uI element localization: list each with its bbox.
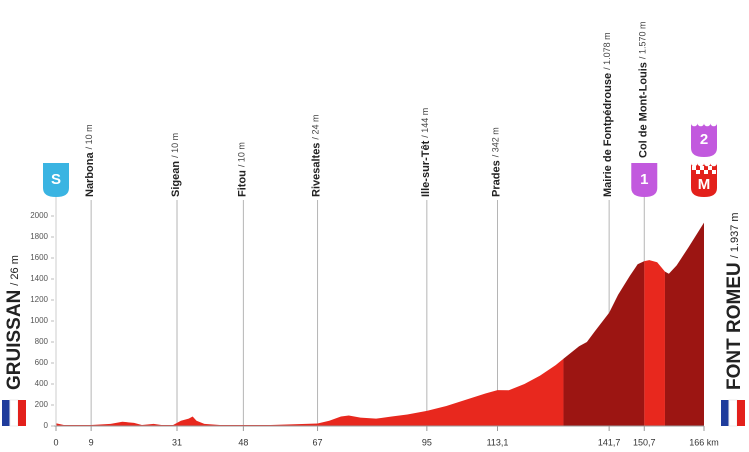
waypoint-elevation: / 10 m	[170, 133, 180, 158]
y-tick-label: 1600	[30, 253, 48, 262]
badge: 1	[631, 163, 658, 197]
x-tick-label: 141,7	[598, 437, 621, 447]
profile-segment	[644, 260, 665, 426]
waypoint-name: Prades	[490, 160, 502, 197]
profile-segment	[664, 222, 704, 426]
waypoint-name: Sigean	[170, 161, 182, 197]
waypoint-label: Col de Mont-Louis / 1.570 m	[637, 22, 649, 158]
waypoint-elevation: / 1.078 m	[603, 32, 613, 70]
x-tick-label: 48	[238, 437, 248, 447]
badge-scallop	[710, 119, 718, 127]
waypoint-label: Fitou / 10 m	[236, 142, 248, 197]
waypoint-label: Narbona / 10 m	[84, 124, 96, 197]
waypoint-elevation: / 144 m	[420, 108, 430, 138]
checker	[708, 166, 712, 170]
badge-label: 2	[700, 131, 708, 148]
start-name: GRUISSAN	[4, 290, 25, 390]
waypoint-elevation: / 342 m	[491, 127, 501, 157]
checker	[692, 166, 696, 170]
checker	[712, 170, 716, 174]
waypoint-name: Rivesaltes	[310, 143, 322, 197]
badge-scallop	[710, 159, 718, 167]
badge: M	[690, 159, 718, 197]
x-tick-label: 95	[422, 437, 432, 447]
x-tick-label: 150,7	[633, 437, 656, 447]
x-tick-label: 9	[89, 437, 94, 447]
waypoint-elevation: / 24 m	[311, 115, 321, 140]
y-tick-label: 0	[44, 421, 49, 430]
start-label: GRUISSAN / 26 m	[4, 255, 25, 390]
waypoint-name: Fitou	[236, 170, 248, 197]
badge-scallop	[697, 159, 705, 167]
badge-shape	[631, 163, 658, 197]
y-tick-label: 600	[35, 358, 49, 367]
waypoint-label: Prades / 342 m	[490, 127, 502, 197]
badge-scallop	[697, 119, 705, 127]
waypoint-elevation: / 1.570 m	[638, 22, 648, 60]
y-tick-label: 800	[35, 337, 49, 346]
waypoint-name: Mairie de Fontpédrouse	[602, 73, 614, 197]
x-tick-label: 0	[53, 437, 58, 447]
badge: S	[43, 163, 69, 197]
y-tick-label: 1000	[30, 316, 48, 325]
x-tick-label: 67	[313, 437, 323, 447]
x-tick-label: 166 km	[689, 437, 719, 447]
badge-label: 1	[640, 171, 648, 188]
finish-label: FONT ROMEU / 1.937 m	[724, 212, 745, 390]
badge-label: S	[51, 171, 61, 188]
profile-segment	[56, 358, 564, 426]
checker	[704, 170, 708, 174]
finish-elevation: / 1.937 m	[729, 212, 741, 258]
badge-label: M	[698, 176, 711, 193]
x-tick-label: 31	[172, 437, 182, 447]
badge-scallop	[690, 119, 698, 127]
badge: 2	[690, 119, 718, 157]
y-tick-label: 1800	[30, 232, 48, 241]
waypoint-label: Sigean / 10 m	[170, 133, 182, 197]
x-tick-label: 113,1	[487, 437, 509, 447]
waypoint-label: Ille-sur-Têt / 144 m	[420, 108, 432, 197]
checker	[700, 166, 704, 170]
badge-scallop	[703, 159, 711, 167]
start-flag	[2, 399, 26, 427]
waypoint-name: Narbona	[84, 152, 96, 198]
waypoint-elevation: / 10 m	[85, 124, 95, 149]
badge-shape	[43, 163, 69, 197]
badge-scallop	[703, 119, 711, 127]
finish-flag	[721, 399, 745, 427]
waypoint-label: Rivesaltes / 24 m	[310, 115, 322, 197]
waypoint-name: Col de Mont-Louis	[637, 62, 649, 158]
checker	[696, 170, 700, 174]
waypoint-name: Ille-sur-Têt	[420, 140, 432, 197]
y-tick-label: 1200	[30, 295, 48, 304]
badge-shape	[691, 123, 717, 157]
y-tick-label: 400	[35, 379, 49, 388]
profile-segment	[563, 261, 645, 426]
waypoint-label: Mairie de Fontpédrouse / 1.078 m	[602, 32, 614, 197]
badge-scallop	[690, 159, 698, 167]
start-elevation: / 26 m	[9, 255, 21, 286]
y-tick-label: 200	[35, 400, 49, 409]
waypoint-elevation: / 10 m	[237, 142, 247, 167]
y-tick-label: 1400	[30, 274, 48, 283]
finish-name: FONT ROMEU	[724, 262, 745, 390]
y-tick-label: 2000	[30, 211, 48, 220]
